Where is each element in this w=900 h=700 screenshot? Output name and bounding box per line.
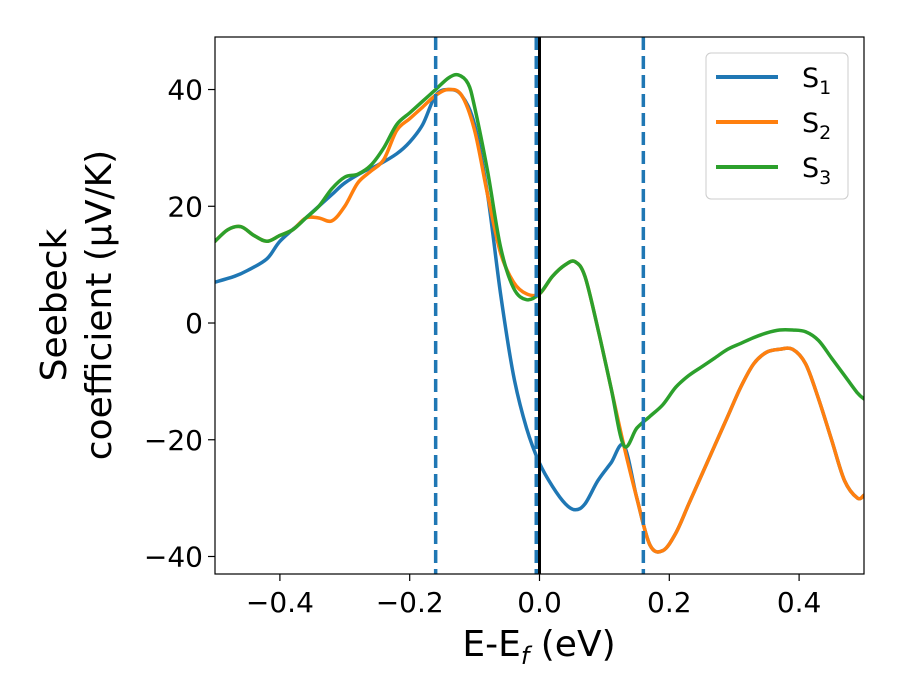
y-tick-label: 0	[185, 307, 203, 340]
legend-box	[705, 52, 849, 200]
legend-label-s1: S1	[802, 63, 831, 99]
x-tick-label: 0.2	[647, 586, 692, 619]
y-tick-label: 40	[167, 74, 203, 107]
y-axis-ticks: −40 −20 0 20 40	[144, 74, 215, 573]
plot-area	[214, 36, 865, 575]
x-axis-label-main: E-E	[462, 624, 520, 665]
y-axis-label-line2: coefficient (μV/K)	[79, 150, 120, 460]
y-tick-label: −40	[144, 540, 203, 573]
x-tick-label: −0.4	[246, 586, 314, 619]
x-tick-label: −0.2	[376, 586, 444, 619]
x-tick-label: 0.0	[517, 586, 562, 619]
x-axis-label: E-Ef (eV)	[462, 624, 615, 670]
x-axis-ticks: −0.4 −0.2 0.0 0.2 0.4	[246, 574, 821, 619]
y-tick-label: 20	[167, 190, 203, 223]
y-tick-label: −20	[144, 424, 203, 457]
x-axis-label-unit: (eV)	[529, 624, 615, 665]
legend-label-s3: S3	[802, 153, 831, 189]
legend: S1 S2 S3	[705, 52, 849, 200]
legend-label-s2: S2	[802, 108, 831, 144]
y-axis-label-line1: Seebeck	[34, 228, 75, 381]
x-tick-label: 0.4	[777, 586, 822, 619]
